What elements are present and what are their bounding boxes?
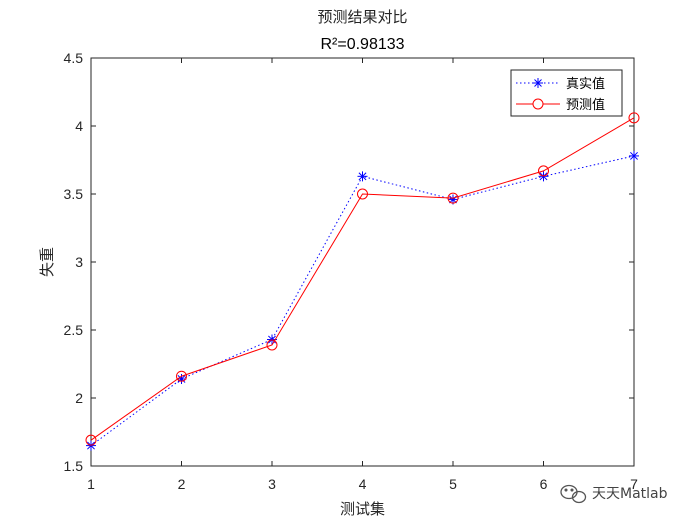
y-axis-label: 失重	[38, 247, 56, 277]
data-point-predicted	[85, 434, 97, 446]
data-point-predicted	[628, 112, 640, 124]
plot-area	[90, 57, 635, 467]
y-tick-label: 3.5	[64, 186, 84, 202]
x-axis-label: 测试集	[340, 500, 385, 518]
x-tick-label: 3	[268, 476, 276, 492]
chart-title: 预测结果对比	[317, 8, 407, 26]
series-line-1	[90, 117, 635, 441]
watermark-text: 天天Matlab	[592, 486, 668, 502]
series-layer	[85, 112, 640, 451]
legend-marker-actual	[533, 78, 543, 88]
data-point-predicted	[266, 339, 278, 351]
data-point-actual	[357, 171, 368, 182]
y-tick-label: 1.5	[64, 458, 84, 474]
x-tick-label: 6	[540, 476, 548, 492]
x-tick-label: 1	[87, 476, 95, 492]
legend-label-actual: 真实值	[566, 76, 605, 92]
y-tick-label: 2.5	[64, 322, 84, 338]
legend-marker-predicted	[532, 98, 544, 110]
legend: 真实值 预测值	[510, 69, 623, 117]
x-tick-label: 5	[449, 476, 457, 492]
y-tick-label: 2	[75, 390, 83, 406]
data-point-predicted	[176, 370, 187, 382]
y-tick-label: 4	[75, 118, 83, 134]
x-tick-label: 4	[359, 476, 367, 492]
data-point-actual	[629, 150, 639, 161]
x-tick-label: 2	[178, 476, 186, 492]
legend-label-predicted: 预测值	[566, 97, 605, 113]
data-point-predicted	[447, 192, 459, 204]
y-tick-label: 4.5	[64, 50, 84, 66]
chart-subtitle: R²=0.98133	[320, 36, 404, 53]
data-point-predicted	[538, 165, 549, 177]
legend-box	[510, 69, 623, 117]
data-point-predicted	[357, 188, 368, 200]
axis-ticks: 1 2 3 4 5 6 7 1.5 2 2.5 3 3.5 4 4.5	[64, 50, 639, 492]
x-tick-label: 7	[630, 476, 638, 492]
watermark: 天天Matlab	[560, 484, 668, 504]
y-tick-label: 3	[75, 254, 83, 270]
wechat-icon	[560, 484, 587, 504]
